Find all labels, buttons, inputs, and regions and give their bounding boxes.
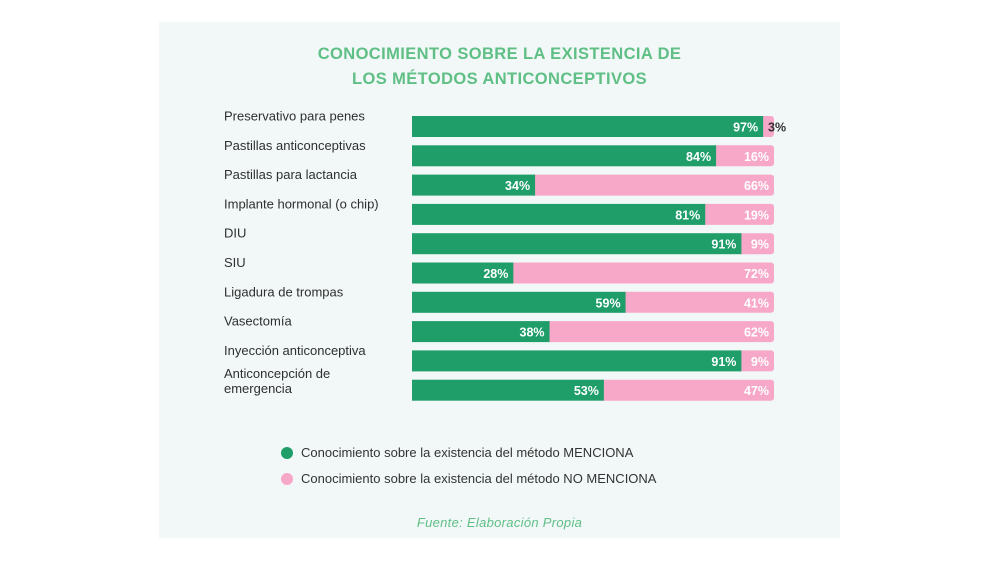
bar-no-menciona-ligadura-de-trompas (621, 291, 774, 313)
chart-title-line-2: LOS MÉTODOS ANTICONCEPTIVOS (352, 70, 647, 88)
category-label-inyeccion-anticonceptiva: Inyección anticonceptiva (224, 343, 366, 358)
value-label-no-menciona-ligadura-de-trompas: 41% (744, 296, 769, 310)
bar-menciona-vasectomia (412, 321, 550, 343)
chart-card: CONOCIMIENTO SOBRE LA EXISTENCIA DE LOS … (159, 22, 840, 538)
bar-chart: Preservativo para penes 97% 3% Pastillas an… (224, 109, 786, 401)
category-label-diu: DIU (224, 226, 246, 241)
legend-marker-menciona (281, 446, 293, 459)
bar-menciona-pastillas-anticonceptivas (412, 145, 717, 167)
category-label-implante-hormonal-o-chip: Implante hormonal (o chip) (224, 196, 379, 211)
bar-menciona-siu (412, 262, 514, 284)
category-label-siu: SIU (224, 255, 246, 270)
legend-item-menciona: Conocimiento sobre la existencia del mét… (281, 445, 633, 460)
bar-menciona-inyeccion-anticonceptiva (412, 350, 742, 372)
bar-menciona-implante-hormonal-o-chip (412, 203, 706, 225)
value-label-no-menciona-pastillas-para-lactancia: 66% (744, 179, 769, 193)
category-label-preservativo-para-penes: Preservativo para penes (224, 109, 365, 124)
bar-menciona-anticoncepcion-de-emergencia (412, 379, 604, 401)
category-label-pastillas-anticonceptivas: Pastillas anticonceptivas (224, 138, 366, 153)
value-label-menciona-vasectomia: 38% (520, 326, 545, 340)
chart-title-line-1: CONOCIMIENTO SOBRE LA EXISTENCIA DE (317, 45, 682, 63)
value-label-menciona-siu: 28% (483, 267, 508, 281)
value-label-menciona-inyeccion-anticonceptiva: 91% (711, 355, 736, 369)
legend-label-menciona: Conocimiento sobre la existencia del mét… (301, 445, 634, 460)
value-label-no-menciona-anticoncepcion-de-emergencia: 47% (744, 384, 769, 398)
bar-no-menciona-anticoncepcion-de-emergencia (599, 379, 774, 401)
value-label-no-menciona-inyeccion-anticonceptiva: 9% (751, 355, 769, 369)
value-label-menciona-anticoncepcion-de-emergencia: 53% (574, 384, 599, 398)
category-label-anticoncepcion-de-emergencia: Anticoncepción de emergencia (224, 366, 330, 396)
bar-menciona-preservativo-para-penes (412, 116, 764, 137)
value-label-no-menciona-vasectomia: 62% (744, 326, 769, 340)
value-label-no-menciona-preservativo-para-penes: 3% (768, 121, 786, 135)
bar-no-menciona-vasectomia (545, 321, 774, 343)
category-label-ligadura-de-trompas: Ligadura de trompas (224, 284, 344, 299)
value-label-no-menciona-siu: 72% (744, 267, 769, 281)
category-label-vasectomia: Vasectomía (224, 314, 292, 329)
bar-no-menciona-inyeccion-anticonceptiva (737, 350, 774, 372)
bar-no-menciona-pastillas-anticonceptivas (712, 145, 774, 167)
value-label-menciona-implante-hormonal-o-chip: 81% (675, 208, 700, 222)
category-label-pastillas-para-lactancia: Pastillas para lactancia (224, 167, 358, 182)
bar-no-menciona-implante-hormonal-o-chip (701, 203, 774, 225)
source-note: Fuente: Elaboración Propia (416, 515, 583, 530)
value-label-no-menciona-pastillas-anticonceptivas: 16% (744, 150, 769, 164)
value-label-no-menciona-diu: 9% (751, 238, 769, 252)
value-label-menciona-diu: 91% (711, 238, 736, 252)
legend-item-no-menciona: Conocimiento sobre la existencia del mét… (281, 471, 656, 486)
bar-menciona-ligadura-de-trompas (412, 291, 626, 313)
value-label-no-menciona-implante-hormonal-o-chip: 19% (744, 208, 769, 222)
bar-no-menciona-pastillas-para-lactancia (531, 174, 774, 196)
value-label-menciona-ligadura-de-trompas: 59% (596, 296, 621, 310)
bar-menciona-pastillas-para-lactancia (412, 174, 536, 196)
value-label-menciona-pastillas-anticonceptivas: 84% (686, 150, 711, 164)
chart-title: CONOCIMIENTO SOBRE LA EXISTENCIA DE LOS … (159, 42, 840, 92)
legend-label-no-menciona: Conocimiento sobre la existencia del mét… (301, 471, 657, 486)
legend-marker-no-menciona (281, 472, 293, 485)
value-label-menciona-pastillas-para-lactancia: 34% (505, 179, 530, 193)
bar-no-menciona-diu (737, 233, 774, 255)
bar-no-menciona-siu (509, 262, 774, 284)
bar-menciona-diu (412, 233, 742, 255)
value-label-menciona-preservativo-para-penes: 97% (733, 121, 758, 135)
